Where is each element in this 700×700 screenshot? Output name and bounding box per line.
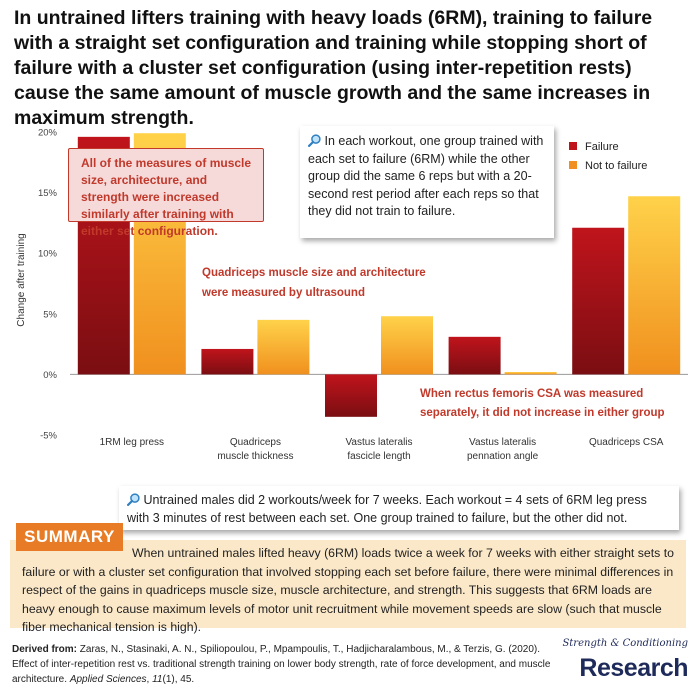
legend-item-failure: Failure: [569, 140, 619, 154]
y-axis-label: Change after training: [16, 233, 27, 326]
bar-not-to-failure: [628, 196, 681, 375]
bar-not-to-failure: [504, 371, 557, 375]
bar-chart: Change after training -5% 0% 5% 10% 15% 20% 1…: [16, 128, 688, 462]
headline: In untrained lifters training with heavy…: [14, 7, 653, 129]
citation: Derived from: Zaras, N., Stasinaki, A. N…: [12, 644, 551, 685]
y-tick-label: 5%: [43, 309, 57, 320]
bar-failure: [572, 227, 625, 375]
y-tick-label: 15%: [38, 188, 58, 199]
brand-logo-top: Strength & Conditioning: [562, 638, 688, 649]
y-tick-label: 0%: [43, 370, 57, 381]
rectus-note-line-1: When rectus femoris CSA was measured: [420, 388, 643, 400]
citation-volume: 11: [152, 674, 163, 685]
magnifier-icon: [127, 491, 140, 509]
bar-not-to-failure: [257, 319, 310, 375]
citation-prefix: Derived from:: [12, 644, 78, 655]
summary-text: When untrained males lifted heavy (6RM) …: [22, 546, 674, 634]
category-label: Vastus lateralis pennation angle: [467, 437, 539, 462]
y-tick-label: -5%: [40, 431, 57, 442]
summary-label: SUMMARY: [16, 523, 123, 551]
method-info-box: In each workout, one group trained with …: [300, 126, 554, 238]
ultrasound-note-line-1: Quadriceps muscle size and architecture: [202, 267, 426, 279]
legend-item-not-to-failure: Not to failure: [569, 159, 647, 173]
category-label: Vastus lateralis fascicle length: [345, 437, 412, 462]
legend-label-failure: Failure: [585, 141, 619, 153]
legend-label-not-to-failure: Not to failure: [585, 160, 648, 172]
brand-logo: Strength & Conditioning Research: [562, 636, 692, 698]
protocol-info-text: Untrained males did 2 workouts/week for …: [127, 493, 647, 525]
citation-journal: Applied Sciences: [69, 674, 147, 685]
bar-not-to-failure: [381, 316, 433, 375]
category-labels: 1RM leg press Quadriceps muscle thickness V…: [100, 437, 664, 462]
y-tick-label: 10%: [38, 249, 58, 260]
bar-failure: [201, 348, 254, 375]
protocol-info-box: Untrained males did 2 workouts/week for …: [119, 486, 679, 530]
method-info-text: In each workout, one group trained with …: [308, 134, 544, 218]
y-tick-label: 20%: [38, 128, 58, 139]
rectus-note-line-2: separately, it did not increase in eithe…: [420, 407, 665, 419]
category-label: Quadriceps CSA: [589, 437, 664, 448]
legend-swatch-failure: [569, 142, 577, 150]
summary-panel: [10, 540, 686, 628]
bar-failure: [325, 374, 377, 417]
legend: Failure Not to failure: [563, 126, 685, 182]
category-label: Quadriceps muscle thickness: [217, 437, 293, 462]
citation-issue-pages: (1), 45.: [162, 674, 195, 685]
y-tick-labels: -5% 0% 5% 10% 15% 20%: [38, 128, 58, 442]
citation-authors: Zaras, N., Stasinaki, A. N., Spiliopoulo…: [12, 644, 551, 685]
category-label: 1RM leg press: [100, 437, 164, 448]
findings-callout: All of the measures of muscle size, arch…: [68, 148, 264, 238]
bars: [77, 133, 681, 417]
magnifier-icon: [308, 132, 321, 150]
bar-failure: [448, 336, 501, 375]
brand-logo-bottom: Research: [579, 654, 688, 682]
legend-swatch-not-to-failure: [569, 161, 577, 169]
ultrasound-note-line-2: were measured by ultrasound: [201, 287, 365, 299]
